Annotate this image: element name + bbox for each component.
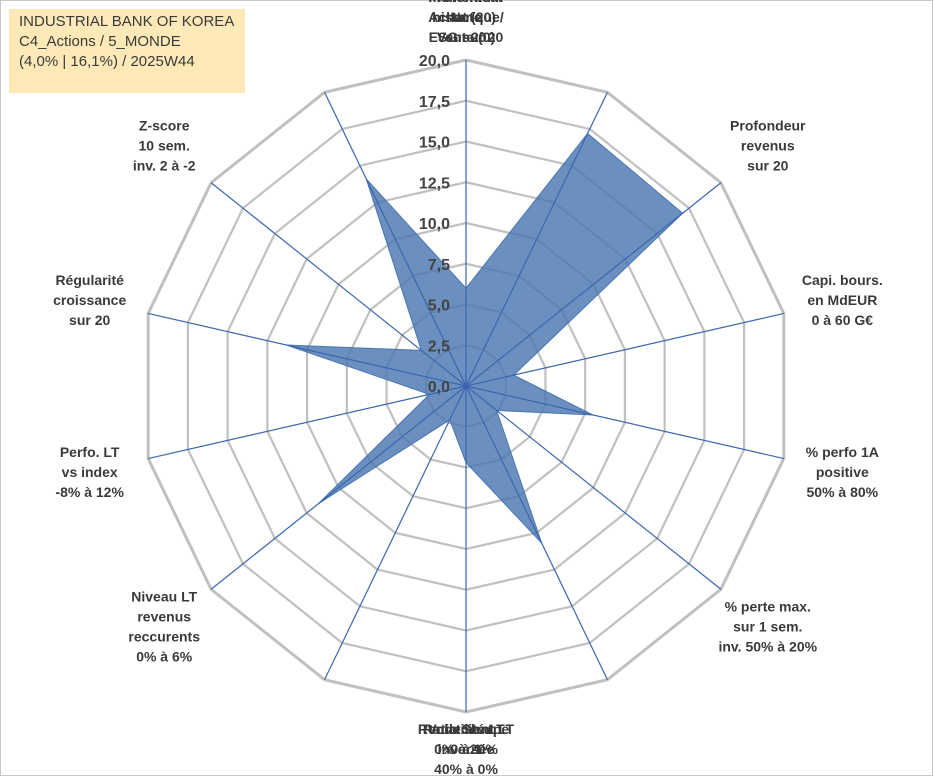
axis-label: Note ESG sur 20	[429, 9, 504, 45]
spoke-line	[465, 385, 784, 460]
spoke-line	[465, 182, 722, 387]
spoke-line	[148, 385, 467, 460]
axis-label: Rendement LT 0% à 20%	[418, 721, 515, 757]
axis-label: Profondeur revenus sur 20	[730, 117, 806, 173]
title-category: C4_Actions / 5_MONDE	[19, 33, 181, 50]
tick-label: 15,0	[419, 135, 450, 152]
axis-label: Capi. bours. en MdEUR 0 à 60 G€	[802, 272, 883, 328]
tick-label: 12,5	[419, 175, 450, 192]
axis-label: Ratio Sharpe 0 à 1	[423, 721, 510, 757]
axis-label: Profondeurhistoriquesur 20	[428, 0, 504, 45]
axis-label: Niveau LT revenus reccurents 0% à 6%	[128, 589, 200, 665]
tick-label: 17,5	[419, 94, 450, 111]
radar-tick-labels: 0,0 2,5 5,0 7,5 10,0 12,5 15,0 17,5 20,0	[419, 53, 450, 396]
tick-label: 20,0	[419, 53, 450, 70]
tick-label: 7,5	[428, 257, 450, 274]
spoke-line	[210, 182, 467, 387]
axis-label: MomentumAchat (20) /Vente (0)	[428, 0, 504, 45]
radar-spokes	[148, 60, 784, 712]
axis-label: Perfo. LT vs index -8% à 12%	[55, 444, 124, 500]
spoke-line	[210, 385, 467, 590]
axis-label: Régularité croissance sur 20	[53, 272, 126, 328]
spoke-line	[465, 385, 608, 680]
tick-label: 0,0	[428, 379, 450, 396]
spoke-line	[465, 385, 722, 590]
tick-label: 2,5	[428, 338, 450, 355]
axis-label: Volatilité LT inversée 40% à 0%	[427, 721, 505, 776]
title-company: INDUSTRIAL BANK OF KOREA	[19, 13, 235, 30]
axis-label: % perfo 1A positive 50% à 80%	[806, 444, 879, 500]
title-stats: (4,0% | 16,1%) / 2025W44	[19, 53, 195, 70]
spoke-line	[324, 92, 467, 387]
title-box: INDUSTRIAL BANK OF KOREA C4_Actions / 5_…	[9, 9, 245, 93]
axis-label: % perte max. sur 1 sem. inv. 50% à 20%	[718, 599, 817, 655]
axis-label: Z-score 10 sem. inv. 2 à -2	[133, 117, 196, 173]
spoke-line	[148, 312, 467, 387]
tick-label: 5,0	[428, 298, 450, 315]
spoke-line	[324, 385, 467, 680]
spoke-line	[465, 312, 784, 387]
spoke-line	[465, 92, 608, 387]
tick-label: 10,0	[419, 216, 450, 233]
